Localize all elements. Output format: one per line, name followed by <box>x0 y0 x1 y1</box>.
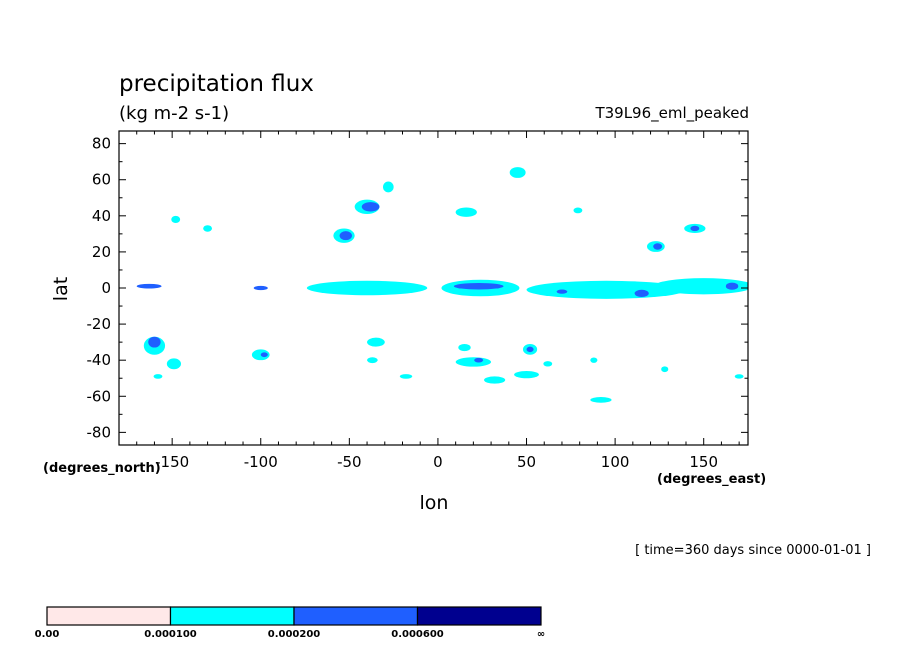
colorbar-label: 0.000600 <box>391 629 444 640</box>
y-tick-label: 60 <box>92 171 111 189</box>
x-axis-label: lon <box>420 492 449 514</box>
y-tick-label: -60 <box>87 387 112 405</box>
contour-region <box>734 374 744 379</box>
colorbar-swatch <box>293 606 419 626</box>
contour-region <box>361 202 380 212</box>
plot-area: -150 -100 -50 0 50 100 150 80 60 40 20 0 -20 -40 -60 -8… <box>87 130 749 471</box>
y-tick-label: 80 <box>92 135 111 153</box>
contour-region <box>367 337 385 347</box>
x-axis-units: (degrees_east) <box>657 472 766 487</box>
contour-region <box>153 374 163 379</box>
contour-region <box>590 357 598 363</box>
colorbar-swatch <box>169 606 295 626</box>
x-tick-label: -150 <box>155 453 189 471</box>
contour-region <box>171 215 181 224</box>
contour-region <box>455 357 492 367</box>
contour-region <box>166 358 182 370</box>
contour-region <box>399 374 413 379</box>
y-axis-label: lat <box>50 277 72 301</box>
contour-region <box>383 181 394 193</box>
run-label: T39L96_eml_peaked <box>594 104 749 123</box>
contour-region <box>543 361 553 367</box>
chart-title: precipitation flux <box>119 71 314 97</box>
contour-region <box>339 231 352 241</box>
contour-region <box>474 357 484 363</box>
contour-region <box>590 396 612 403</box>
y-tick-label: 20 <box>92 243 111 261</box>
colorbar: 0.00 0.000100 0.000200 0.000600 ∞ <box>35 606 545 640</box>
time-label: [ time=360 days since 0000-01-01 ] <box>635 543 871 558</box>
contour-region <box>367 357 378 364</box>
colorbar-label: ∞ <box>537 629 545 640</box>
y-tick-label: -40 <box>87 351 112 369</box>
contour-region <box>509 167 526 178</box>
contour-region <box>725 282 739 290</box>
contour-region <box>483 376 506 384</box>
contour-region <box>661 366 669 373</box>
contour-region <box>458 343 471 352</box>
chart-units: (kg m-2 s-1) <box>119 103 229 124</box>
contour-region <box>148 336 161 348</box>
contour-region <box>306 280 428 296</box>
contour-region <box>690 225 700 232</box>
contour-region <box>514 371 539 379</box>
x-tick-label: 0 <box>433 453 443 471</box>
y-axis-units: (degrees_north) <box>43 461 161 476</box>
contour-region <box>634 289 649 298</box>
contour-region <box>453 282 504 290</box>
axis-ticks: -150 -100 -50 0 50 100 150 80 60 40 20 0 -20 -40 -60 -8… <box>87 131 748 471</box>
x-tick-label: -50 <box>337 453 362 471</box>
contour-region <box>455 207 477 217</box>
y-tick-label: -20 <box>87 315 112 333</box>
contour-region <box>653 243 663 250</box>
contour-region <box>260 352 268 358</box>
contour-region <box>556 289 568 294</box>
contour-region <box>253 285 268 291</box>
colorbar-swatch <box>46 606 172 626</box>
y-tick-label: 40 <box>92 207 111 225</box>
colorbar-swatch <box>416 606 542 626</box>
y-tick-label: 0 <box>101 279 111 297</box>
x-tick-label: 150 <box>689 453 718 471</box>
colorbar-label: 0.00 <box>35 629 60 640</box>
contour-region <box>203 225 213 232</box>
contour-region <box>136 283 162 289</box>
x-tick-label: 100 <box>601 453 630 471</box>
colorbar-label: 0.000100 <box>144 629 197 640</box>
x-tick-label: 50 <box>517 453 536 471</box>
x-tick-label: -100 <box>244 453 278 471</box>
colorbar-label: 0.000200 <box>268 629 321 640</box>
contour-region <box>526 346 534 353</box>
contour-region <box>573 207 583 214</box>
y-tick-label: -80 <box>87 423 112 441</box>
contour-region <box>654 278 748 295</box>
contour-regions <box>136 167 748 403</box>
